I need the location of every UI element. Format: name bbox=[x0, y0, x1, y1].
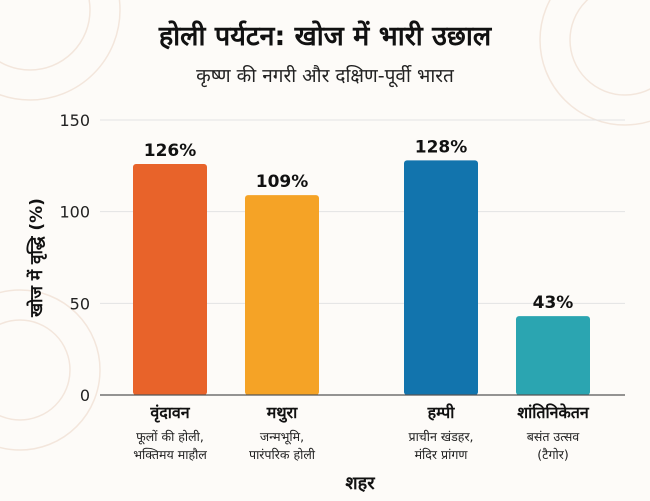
category-label: मथुरा bbox=[266, 403, 298, 423]
category-note: बसंत उत्सव bbox=[527, 429, 581, 444]
category-label: वृंदावन bbox=[149, 403, 190, 423]
chart-subtitle: कृष्ण की नगरी और दक्षिण-पूर्वी भारत bbox=[196, 65, 454, 87]
bar-1 bbox=[133, 164, 207, 395]
bar-value-label: 43% bbox=[533, 293, 574, 313]
bar-2 bbox=[245, 195, 319, 395]
bar-value-label: 126% bbox=[144, 141, 197, 161]
chart-title: होली पर्यटन: खोज में भारी उछाल bbox=[158, 21, 492, 52]
bar-3 bbox=[404, 160, 478, 395]
category-note: भक्तिमय माहौल bbox=[133, 447, 207, 462]
x-axis-label: शहर bbox=[345, 473, 375, 494]
y-tick-label: 100 bbox=[59, 203, 90, 222]
y-tick-label: 0 bbox=[80, 386, 90, 405]
category-note: जन्मभूमि, bbox=[260, 429, 304, 445]
category-note: फूलों की होली, bbox=[136, 429, 204, 445]
bar-4 bbox=[516, 316, 590, 395]
category-note: मंदिर प्रांगण bbox=[415, 447, 469, 462]
y-axis-label: खोज में वृद्धि (%) bbox=[26, 198, 47, 318]
bar-value-label: 128% bbox=[415, 137, 468, 157]
category-note: पारंपरिक होली bbox=[249, 447, 316, 462]
bar-value-label: 109% bbox=[256, 172, 309, 192]
category-note: प्राचीन खंडहर, bbox=[408, 429, 473, 444]
category-label: शांतिनिकेतन bbox=[517, 403, 590, 422]
category-note: (टैगोर) bbox=[537, 447, 568, 462]
y-tick-label: 50 bbox=[70, 294, 90, 313]
y-tick-label: 150 bbox=[59, 111, 90, 130]
category-label: हम्पी bbox=[427, 403, 456, 422]
